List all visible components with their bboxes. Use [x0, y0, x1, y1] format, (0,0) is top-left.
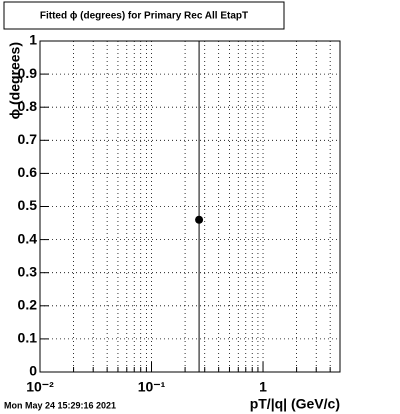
footer: Mon May 24 15:29:16 2021 [4, 400, 116, 410]
y-tick-label: 0.1 [18, 330, 38, 346]
chart-title: Fitted ϕ (degrees) for Primary Rec All E… [40, 11, 248, 22]
y-tick-label: 0.2 [18, 297, 38, 313]
x-tick-label: 10⁻² [26, 379, 54, 395]
x-axis-label: pT/|q| (GeV/c) [250, 396, 340, 412]
y-tick-label: 0 [29, 363, 37, 379]
y-tick-label: 0.9 [18, 65, 38, 81]
y-tick-label: 0.8 [18, 98, 38, 114]
y-tick-label: 0.4 [18, 230, 38, 246]
plot-frame [39, 40, 341, 373]
y-tick-label: 0.3 [18, 263, 38, 279]
x-tick-label: 10⁻¹ [138, 379, 166, 395]
y-tick-label: 0.6 [18, 164, 38, 180]
y-tick-label: 1 [29, 32, 37, 48]
title-box [3, 1, 285, 30]
point [195, 215, 204, 224]
y-tick-label: 0.5 [18, 197, 38, 213]
y-axis-label: ϕ (degrees) [7, 42, 23, 119]
y-tick-label: 0.7 [18, 131, 38, 147]
x-tick-label: 1 [259, 379, 267, 395]
